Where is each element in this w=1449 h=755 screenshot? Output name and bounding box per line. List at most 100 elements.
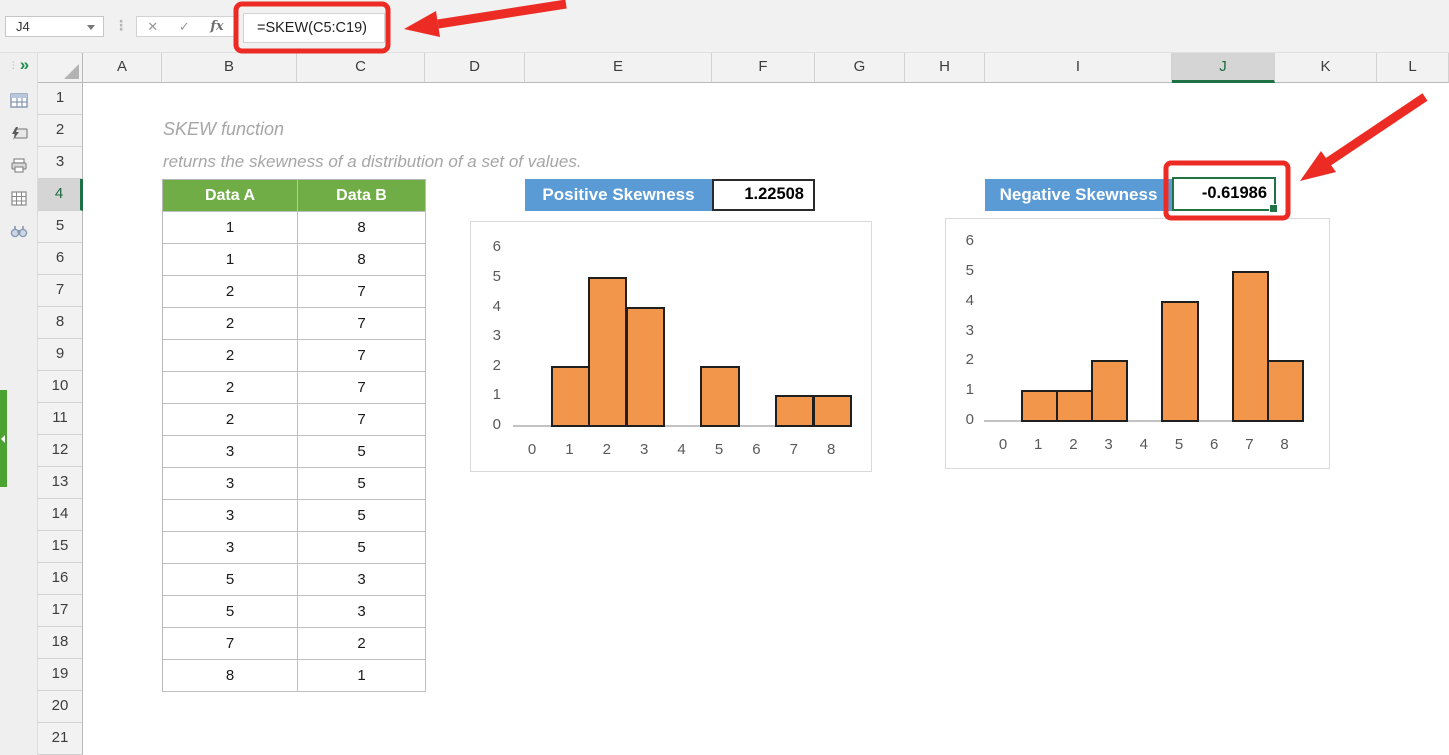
negative-skewness-label[interactable]: Negative Skewness xyxy=(985,179,1172,211)
name-box[interactable]: J4 xyxy=(5,16,104,37)
binoculars-icon[interactable] xyxy=(5,220,33,242)
table-cell[interactable]: 5 xyxy=(298,436,426,468)
row-header-12[interactable]: 12 xyxy=(38,435,83,467)
column-header-l[interactable]: L xyxy=(1377,53,1449,83)
table-cell[interactable]: 3 xyxy=(163,436,298,468)
table-icon[interactable] xyxy=(5,89,33,111)
table-cell[interactable]: 5 xyxy=(298,500,426,532)
table-cell[interactable]: 5 xyxy=(163,564,298,596)
printer-icon[interactable] xyxy=(5,154,33,176)
table-cell[interactable]: 3 xyxy=(163,532,298,564)
bar-x3[interactable] xyxy=(1091,360,1129,422)
table-cell[interactable]: 2 xyxy=(163,372,298,404)
table-cell[interactable]: 2 xyxy=(163,340,298,372)
row-header-7[interactable]: 7 xyxy=(38,275,83,307)
bar-x7[interactable] xyxy=(775,395,815,427)
row-header-8[interactable]: 8 xyxy=(38,307,83,339)
column-header-e[interactable]: E xyxy=(525,53,712,83)
column-header-a[interactable]: A xyxy=(83,53,162,83)
table-cell[interactable]: 2 xyxy=(298,628,426,660)
select-all-corner[interactable] xyxy=(38,53,83,83)
bar-x8[interactable] xyxy=(812,395,852,427)
table-cell[interactable]: 3 xyxy=(163,468,298,500)
row-header-14[interactable]: 14 xyxy=(38,499,83,531)
bar-x8[interactable] xyxy=(1267,360,1305,422)
table-cell[interactable]: 2 xyxy=(163,404,298,436)
row-header-4[interactable]: 4 xyxy=(38,179,83,211)
formula-input[interactable]: =SKEW(C5:C19) xyxy=(243,13,385,43)
bar-x3[interactable] xyxy=(625,306,665,427)
bar-x5[interactable] xyxy=(700,365,740,427)
data-table-header[interactable]: Data A xyxy=(163,180,298,212)
table-cell[interactable]: 5 xyxy=(298,468,426,500)
row-header-9[interactable]: 9 xyxy=(38,339,83,371)
column-header-j[interactable]: J xyxy=(1172,53,1275,83)
row-header-20[interactable]: 20 xyxy=(38,691,83,723)
bar-x5[interactable] xyxy=(1161,300,1199,422)
bar-x2[interactable] xyxy=(588,277,628,427)
row-header-21[interactable]: 21 xyxy=(38,723,83,755)
cancel-icon[interactable]: ✕ xyxy=(147,18,159,34)
bar-x1[interactable] xyxy=(1020,390,1058,422)
column-header-i[interactable]: I xyxy=(985,53,1172,83)
column-header-c[interactable]: C xyxy=(297,53,425,83)
table-cell[interactable]: 1 xyxy=(163,244,298,276)
column-header-g[interactable]: G xyxy=(815,53,905,83)
expand-toolbar-button[interactable]: ⋮ » xyxy=(5,54,33,76)
row-header-17[interactable]: 17 xyxy=(38,595,83,627)
table-cell[interactable]: 1 xyxy=(298,660,426,692)
negative-skewness-chart[interactable]: 0 1 2 3 4 5 6 0 1 2 3 4 5 6 7 8 xyxy=(945,218,1330,469)
table-cell[interactable]: 8 xyxy=(163,660,298,692)
positive-skewness-value-cell[interactable]: 1.22508 xyxy=(712,179,815,211)
table-cell[interactable]: 7 xyxy=(298,372,426,404)
row-header-15[interactable]: 15 xyxy=(38,531,83,563)
table-cell[interactable]: 8 xyxy=(298,212,426,244)
column-header-f[interactable]: F xyxy=(712,53,815,83)
row-header-2[interactable]: 2 xyxy=(38,115,83,147)
row-header-6[interactable]: 6 xyxy=(38,243,83,275)
flash-fill-icon[interactable] xyxy=(5,122,33,144)
bar-x1[interactable] xyxy=(550,365,591,427)
table-cell[interactable]: 7 xyxy=(298,340,426,372)
panel-collapse-handle[interactable] xyxy=(0,390,7,487)
table-cell[interactable]: 3 xyxy=(163,500,298,532)
row-header-5[interactable]: 5 xyxy=(38,211,83,243)
insert-function-icon[interactable]: fx xyxy=(210,19,224,34)
column-header-h[interactable]: H xyxy=(905,53,985,83)
fill-handle[interactable] xyxy=(1269,204,1278,213)
table-cell[interactable]: 3 xyxy=(298,564,426,596)
bar-x7[interactable] xyxy=(1231,271,1269,422)
selected-cell-j4[interactable]: -0.61986 xyxy=(1172,177,1278,213)
table-cell[interactable]: 1 xyxy=(163,212,298,244)
data-table-header[interactable]: Data B xyxy=(298,180,426,212)
table-cell[interactable]: 3 xyxy=(298,596,426,628)
grid-icon[interactable] xyxy=(5,187,33,209)
table-cell[interactable]: 7 xyxy=(298,276,426,308)
table-cell[interactable]: 7 xyxy=(298,308,426,340)
column-header-b[interactable]: B xyxy=(162,53,297,83)
row-header-3[interactable]: 3 xyxy=(38,147,83,179)
row-header-19[interactable]: 19 xyxy=(38,659,83,691)
confirm-icon[interactable]: ✓ xyxy=(178,18,190,34)
table-cell[interactable]: 5 xyxy=(298,532,426,564)
table-cell[interactable]: 7 xyxy=(163,628,298,660)
table-cell[interactable]: 7 xyxy=(298,404,426,436)
table-cell[interactable]: 5 xyxy=(163,596,298,628)
row-header-11[interactable]: 11 xyxy=(38,403,83,435)
row-header-18[interactable]: 18 xyxy=(38,627,83,659)
table-cell[interactable]: 8 xyxy=(298,244,426,276)
formula-bar: J4 ⋮ ✕ ✓ fx =SKEW(C5:C19) xyxy=(0,0,1449,53)
row-header-1[interactable]: 1 xyxy=(38,83,83,115)
bar-x2[interactable] xyxy=(1055,390,1093,422)
name-box-dropdown-icon[interactable] xyxy=(87,25,95,30)
row-header-16[interactable]: 16 xyxy=(38,563,83,595)
row-header-10[interactable]: 10 xyxy=(38,371,83,403)
table-cell[interactable]: 2 xyxy=(163,276,298,308)
table-cell[interactable]: 2 xyxy=(163,308,298,340)
column-header-k[interactable]: K xyxy=(1275,53,1377,83)
positive-skewness-chart[interactable]: 0 1 2 3 4 5 6 0 1 2 3 4 5 6 7 8 xyxy=(470,221,872,472)
column-header-d[interactable]: D xyxy=(425,53,525,83)
row-header-13[interactable]: 13 xyxy=(38,467,83,499)
positive-skewness-label[interactable]: Positive Skewness xyxy=(525,179,712,211)
